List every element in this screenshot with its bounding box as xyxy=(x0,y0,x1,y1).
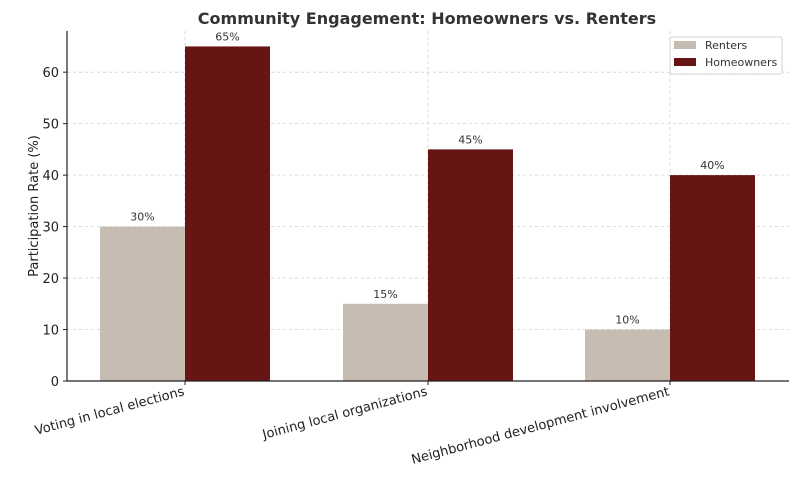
data-label-homeowners-neighborhood-development-involvement: 40% xyxy=(700,159,724,172)
y-tick-label-40: 40 xyxy=(42,169,59,184)
data-label-renters-voting-in-local-elections: 30% xyxy=(130,211,154,224)
bar-renters-neighborhood-development-involvement xyxy=(585,329,670,381)
bar-renters-joining-local-organizations xyxy=(343,303,428,381)
legend-frame xyxy=(669,36,783,75)
data-label-renters-neighborhood-development-involvement: 10% xyxy=(615,314,639,327)
y-tick-label-30: 30 xyxy=(42,221,59,236)
legend-swatch-renters xyxy=(674,41,696,49)
bar-renters-voting-in-local-elections xyxy=(100,226,185,381)
x-category-label-voting-in-local-elections: Voting in local elections xyxy=(33,384,186,438)
y-tick-label-60: 60 xyxy=(42,66,59,81)
y-tick-label-10: 10 xyxy=(42,324,59,339)
x-category-label-neighborhood-development-involvement: Neighborhood development involvement xyxy=(410,384,671,467)
x-categories: Voting in local elections Joining local o… xyxy=(33,381,671,468)
chart-title: Community Engagement: Homeowners vs. Ren… xyxy=(198,9,656,28)
data-label-homeowners-voting-in-local-elections: 65% xyxy=(215,30,239,43)
bars xyxy=(100,46,755,382)
bar-homeowners-joining-local-organizations xyxy=(428,149,513,381)
y-axis-label: Participation Rate (%) xyxy=(27,135,42,277)
legend-swatch-homeowners xyxy=(674,58,696,66)
data-label-renters-joining-local-organizations: 15% xyxy=(373,288,397,301)
y-tick-label-50: 50 xyxy=(42,118,59,133)
bar-homeowners-voting-in-local-elections xyxy=(185,46,270,382)
y-tick-label-20: 20 xyxy=(42,272,59,287)
bar-homeowners-neighborhood-development-involvement xyxy=(670,175,755,381)
y-tick-label-0: 0 xyxy=(51,375,59,390)
data-labels: 30% 15% 10% 65% 45% 40% xyxy=(130,30,724,326)
legend-label-renters: Renters xyxy=(705,39,747,52)
x-category-label-joining-local-organizations: Joining local organizations xyxy=(260,384,429,443)
legend: Renters Homeowners xyxy=(669,36,783,75)
y-ticks: 0 10 20 30 40 50 60 xyxy=(42,66,67,390)
data-label-homeowners-joining-local-organizations: 45% xyxy=(458,133,482,146)
legend-label-homeowners: Homeowners xyxy=(705,56,777,69)
